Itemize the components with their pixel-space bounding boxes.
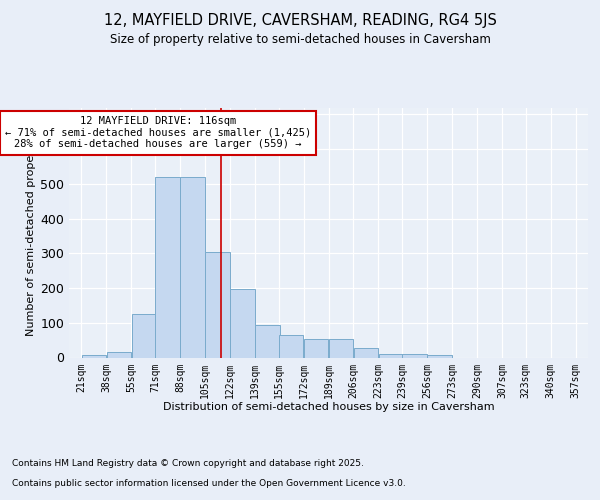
Bar <box>329 340 353 357</box>
Bar <box>403 354 427 358</box>
Bar <box>82 355 106 358</box>
Text: 12, MAYFIELD DRIVE, CAVERSHAM, READING, RG4 5JS: 12, MAYFIELD DRIVE, CAVERSHAM, READING, … <box>104 12 496 28</box>
Bar <box>427 355 452 358</box>
Text: Distribution of semi-detached houses by size in Caversham: Distribution of semi-detached houses by … <box>163 402 494 412</box>
Bar <box>205 252 230 358</box>
Bar <box>279 335 303 357</box>
Bar <box>230 289 254 358</box>
Text: Size of property relative to semi-detached houses in Caversham: Size of property relative to semi-detach… <box>110 32 490 46</box>
Bar <box>304 340 328 357</box>
Bar <box>181 177 205 358</box>
Bar <box>354 348 378 358</box>
Text: 12 MAYFIELD DRIVE: 116sqm
← 71% of semi-detached houses are smaller (1,425)
28% : 12 MAYFIELD DRIVE: 116sqm ← 71% of semi-… <box>5 116 311 150</box>
Bar <box>155 177 179 358</box>
Bar <box>379 354 403 358</box>
Text: Contains HM Land Registry data © Crown copyright and database right 2025.: Contains HM Land Registry data © Crown c… <box>12 458 364 468</box>
Text: Contains public sector information licensed under the Open Government Licence v3: Contains public sector information licen… <box>12 478 406 488</box>
Bar <box>132 314 156 358</box>
Bar <box>107 352 131 358</box>
Y-axis label: Number of semi-detached properties: Number of semi-detached properties <box>26 130 36 336</box>
Bar <box>256 324 280 358</box>
